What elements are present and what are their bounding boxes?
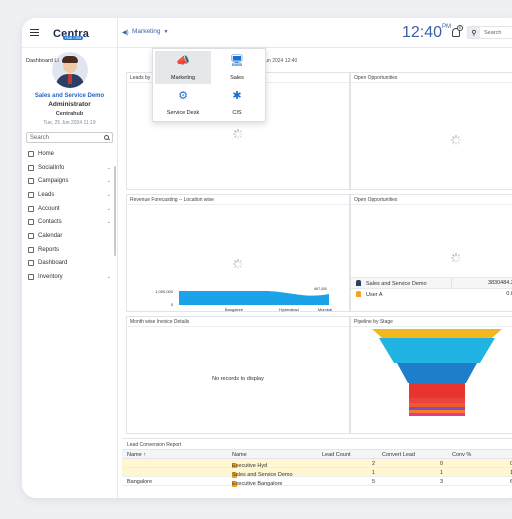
bell-icon[interactable]: 0: [452, 25, 463, 37]
search-icon[interactable]: ⚲: [468, 27, 480, 38]
last-refreshed: Last refreshed at : Tue, 25 Jun 2024 12:…: [203, 58, 298, 64]
clock-ampm: PM: [442, 24, 452, 30]
sidebar-item-reports[interactable]: Reports: [22, 243, 117, 257]
account-icon: [28, 205, 34, 212]
dashboard-tab[interactable]: Dashboard Li: [26, 58, 59, 64]
sidebar-header: Centra HUB CRM: [22, 18, 117, 48]
megaphone-icon: ◀): [122, 29, 129, 36]
top-bar: ◀) Marketing ▼ 12:40PM 0 ⚲ Search: [118, 18, 512, 48]
user-name[interactable]: Sales and Service Demo: [34, 93, 105, 99]
user-date: Tue, 25 Jun 2024 11:19: [43, 120, 96, 126]
sidebar-item-socialinfo[interactable]: SocialInfo ⌄: [22, 161, 117, 175]
contacts-icon: [28, 219, 34, 226]
social-icon: [28, 164, 34, 171]
global-search[interactable]: ⚲ Search: [467, 26, 512, 39]
caret-down-icon: ▼: [163, 28, 169, 35]
logo-sub: HUB CRM: [63, 35, 84, 40]
user-org: Centrahub: [55, 111, 84, 117]
sidebar-item-label: Calendar: [38, 232, 63, 239]
logo[interactable]: Centra HUB CRM: [53, 24, 89, 42]
app-window: Centra HUB CRM Sales and Service Demo Ad…: [22, 18, 512, 498]
chevron-down-icon: ⌄: [106, 219, 111, 226]
global-search-placeholder: Search: [484, 29, 502, 36]
sidebar-item-label: Account: [38, 205, 60, 212]
sidebar-search-placeholder: Search: [30, 134, 50, 141]
sidebar-item-label: Leads: [38, 191, 55, 198]
module-selector[interactable]: ◀) Marketing ▼: [122, 28, 169, 36]
sidebar-item-label: SocialInfo: [38, 164, 65, 171]
sidebar-item-label: Campaigns: [38, 178, 69, 185]
search-icon[interactable]: [104, 135, 109, 140]
chevron-down-icon: ⌄: [106, 205, 111, 212]
sidebar-item-label: Reports: [38, 246, 60, 253]
module-selector-label: Marketing: [132, 28, 161, 35]
sidebar-item-campaigns[interactable]: Campaigns ⌄: [22, 174, 117, 188]
sidebar-scrollbar[interactable]: [114, 166, 116, 256]
sidebar-search-input[interactable]: Search: [26, 132, 113, 143]
sidebar-menu: Home SocialInfo ⌄ Campaigns ⌄ Leads ⌄ Account ⌄ C…: [22, 147, 117, 284]
chevron-down-icon: ⌄: [106, 178, 111, 185]
chevron-down-icon: ⌄: [106, 164, 111, 171]
sidebar-item-inventory[interactable]: Inventory ⌄: [22, 270, 117, 284]
sidebar-item-leads[interactable]: Leads ⌄: [22, 188, 117, 202]
clock: 12:40PM: [402, 24, 451, 42]
leads-icon: [28, 191, 34, 198]
hamburger-icon[interactable]: [30, 29, 39, 36]
reports-icon: [28, 246, 34, 253]
notification-badge: 0: [457, 25, 463, 31]
sidebar-item-account[interactable]: Account ⌄: [22, 202, 117, 216]
home-icon: [28, 150, 34, 157]
campaign-icon: [28, 178, 34, 185]
sidebar-item-label: Dashboard: [38, 260, 68, 267]
clock-time: 12:40: [402, 24, 443, 41]
chevron-down-icon: ⌄: [106, 191, 111, 198]
sidebar-item-dashboard[interactable]: Dashboard: [22, 257, 117, 271]
sidebar-item-contacts[interactable]: Contacts ⌄: [22, 215, 117, 229]
avatar[interactable]: [51, 52, 88, 88]
sidebar-item-label: Contacts: [38, 219, 62, 226]
calendar-icon: [28, 232, 34, 239]
sidebar: Centra HUB CRM Sales and Service Demo Ad…: [22, 18, 118, 498]
user-role: Administrator: [48, 101, 91, 108]
chevron-down-icon: ⌄: [106, 274, 111, 281]
sidebar-item-label: Inventory: [38, 274, 63, 281]
dashboard-icon: [28, 260, 34, 267]
sidebar-item-label: Home: [38, 150, 55, 157]
inventory-icon: [28, 274, 34, 281]
sidebar-item-home[interactable]: Home: [22, 147, 117, 161]
sidebar-item-calendar[interactable]: Calendar: [22, 229, 117, 243]
